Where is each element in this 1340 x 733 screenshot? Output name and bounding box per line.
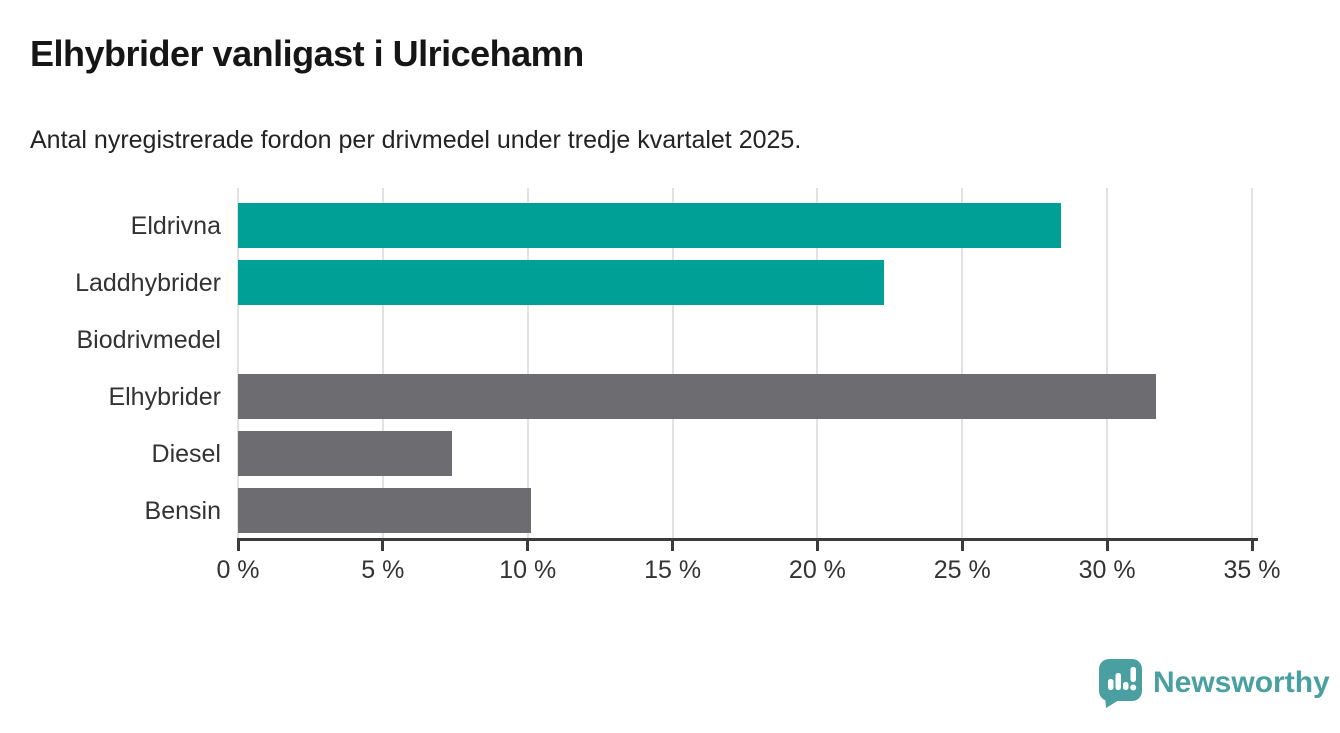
gridline-20 [816, 188, 819, 538]
x-axis-line [236, 538, 1258, 541]
x-tick-label-20: 20 % [788, 556, 846, 584]
x-tick-0 [236, 540, 240, 551]
newsworthy-brand: Newsworthy [1097, 658, 1330, 708]
category-label-eldrivna: Eldrivna [130, 211, 221, 240]
x-tick-label-5: 5 % [361, 556, 405, 584]
x-tick-35 [1250, 540, 1254, 551]
category-label-diesel: Diesel [151, 439, 221, 468]
gridline-10 [526, 188, 529, 538]
x-tick-25 [960, 540, 964, 551]
bar-elhybrider [238, 374, 1157, 419]
x-tick-30 [1105, 540, 1109, 551]
bar-eldrivna [238, 203, 1061, 248]
x-tick-label-15: 15 % [644, 556, 702, 584]
newsworthy-logo-icon [1099, 659, 1142, 708]
chart-subtitle: Antal nyregistrerade fordon per drivmede… [30, 126, 802, 154]
category-label-biodrivmedel: Biodrivmedel [76, 325, 221, 354]
gridline-35 [1251, 188, 1253, 538]
x-tick-label-0: 0 % [216, 556, 260, 584]
bar-laddhybrider [238, 260, 885, 305]
category-label-laddhybrider: Laddhybrider [75, 268, 221, 297]
x-tick-10 [526, 540, 530, 551]
x-tick-label-30: 30 % [1078, 556, 1136, 584]
category-label-bensin: Bensin [144, 496, 221, 525]
newsworthy-brand-text: Newsworthy [1153, 666, 1330, 699]
x-tick-label-25: 25 % [933, 556, 991, 584]
x-tick-label-10: 10 % [499, 556, 557, 584]
gridline-5 [381, 188, 384, 538]
chart-title: Elhybrider vanligast i Ulricehamn [30, 33, 584, 74]
bar-diesel [238, 431, 453, 476]
category-label-elhybrider: Elhybrider [108, 382, 221, 411]
x-tick-label-35: 35 % [1223, 556, 1281, 584]
gridline-15 [671, 188, 674, 538]
bar-bensin [238, 488, 531, 533]
x-tick-20 [815, 540, 819, 551]
gridline-25 [961, 188, 964, 538]
gridline-0 [237, 188, 239, 538]
x-tick-5 [381, 540, 385, 551]
gridline-30 [1106, 188, 1109, 538]
x-tick-15 [671, 540, 675, 551]
